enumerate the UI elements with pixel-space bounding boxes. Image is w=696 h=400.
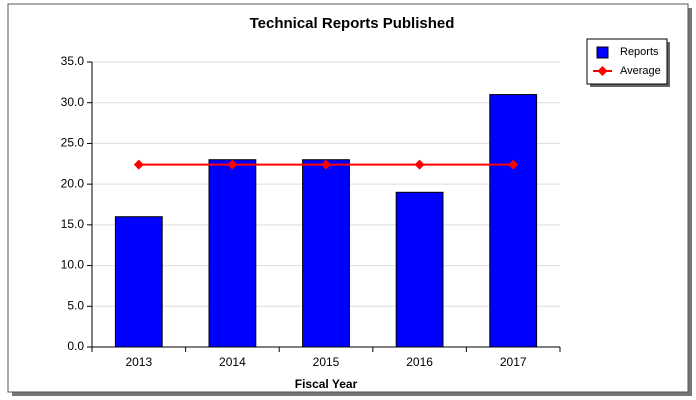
legend-label: Average bbox=[620, 65, 661, 77]
y-tick-label: 15.0 bbox=[61, 217, 85, 231]
legend-marker bbox=[597, 66, 608, 76]
bar bbox=[395, 191, 444, 348]
average-marker bbox=[133, 159, 144, 170]
bar bbox=[208, 159, 257, 348]
y-tick-label: 10.0 bbox=[61, 258, 85, 272]
average-marker bbox=[414, 159, 425, 170]
y-tick-label: 30.0 bbox=[61, 95, 85, 109]
chart-title: Technical Reports Published bbox=[250, 15, 455, 32]
average-marker bbox=[508, 159, 519, 170]
x-axis-label: Fiscal Year bbox=[295, 377, 358, 391]
bar bbox=[489, 94, 538, 348]
y-tick-label: 25.0 bbox=[61, 136, 85, 150]
x-tick-label: 2014 bbox=[219, 355, 246, 369]
y-tick-label: 5.0 bbox=[67, 298, 84, 312]
x-tick-label: 2017 bbox=[500, 355, 527, 369]
y-tick-label: 20.0 bbox=[61, 176, 85, 190]
legend-swatch bbox=[596, 46, 609, 59]
bar bbox=[302, 159, 350, 348]
y-tick-label: 0.0 bbox=[67, 339, 84, 353]
legend bbox=[586, 38, 668, 85]
average-marker bbox=[321, 159, 331, 170]
y-tick-label: 35.0 bbox=[61, 54, 85, 68]
bar bbox=[114, 216, 163, 348]
x-tick-label: 2013 bbox=[125, 355, 152, 369]
legend-label: Reports bbox=[620, 46, 659, 58]
x-tick-label: 2016 bbox=[406, 355, 433, 369]
x-tick-label: 2015 bbox=[313, 355, 340, 369]
average-marker bbox=[227, 159, 238, 170]
